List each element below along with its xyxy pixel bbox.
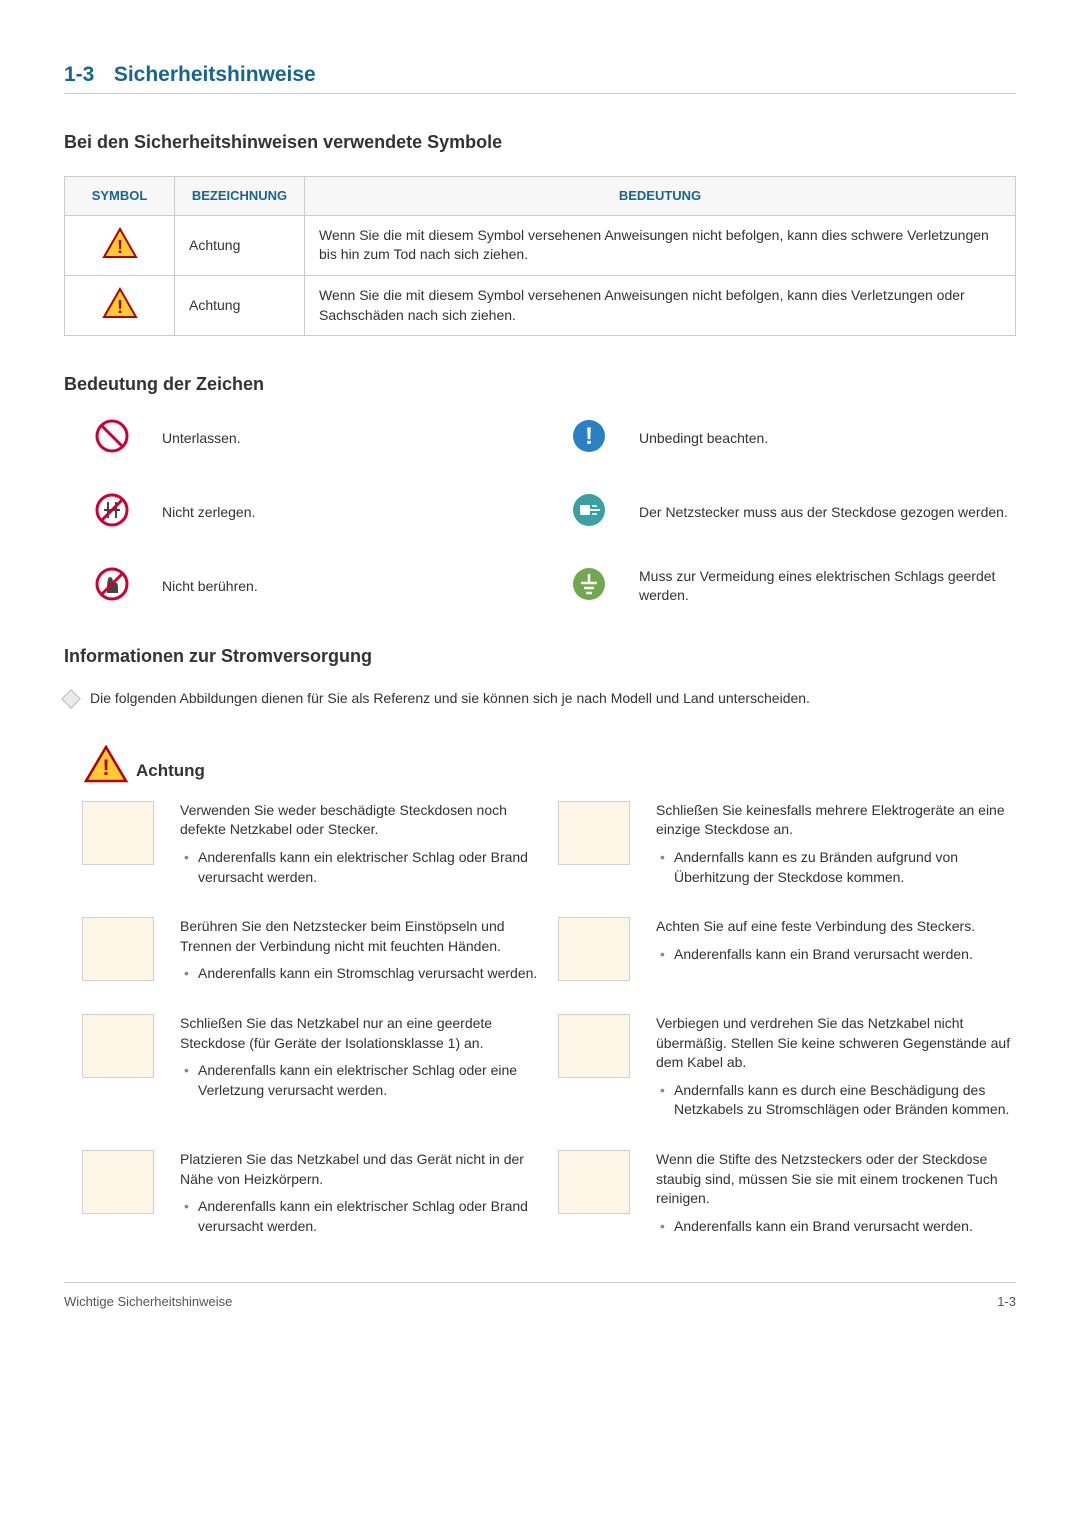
- unplug-icon: [559, 491, 619, 535]
- warning-triangle-icon: !: [65, 275, 175, 335]
- subheading-symbols: Bei den Sicherheitshinweisen verwendete …: [64, 130, 1016, 155]
- signs-grid: Unterlassen. ! Unbedingt beachten. Nicht…: [64, 417, 1016, 608]
- th-meaning: BEDEUTUNG: [305, 176, 1016, 215]
- note-row: Die folgenden Abbildungen dienen für Sie…: [64, 689, 1016, 709]
- attention-icon: !: [559, 417, 619, 461]
- svg-text:!: !: [117, 297, 123, 317]
- no-disassemble-icon: [82, 491, 142, 535]
- illustration-icon: [558, 801, 630, 865]
- row1-meaning: Wenn Sie die mit diesem Symbol versehene…: [305, 215, 1016, 275]
- th-name: BEZEICHNUNG: [175, 176, 305, 215]
- th-symbol: SYMBOL: [65, 176, 175, 215]
- sign-text: Unbedingt beachten.: [639, 429, 1016, 449]
- power-item: Achten Sie auf eine feste Verbindung des…: [656, 917, 1016, 970]
- note-icon: [61, 689, 81, 709]
- power-item: Schließen Sie keinesfalls mehrere Elektr…: [656, 801, 1016, 893]
- power-item: Verwenden Sie weder beschädigte Steckdos…: [180, 801, 540, 893]
- no-touch-icon: [82, 565, 142, 609]
- power-grid: Verwenden Sie weder beschädigte Steckdos…: [64, 801, 1016, 1243]
- power-item: Berühren Sie den Netzstecker beim Einstö…: [180, 917, 540, 990]
- title-divider: [64, 93, 1016, 94]
- power-item: Wenn die Stifte des Netzsteckers oder de…: [656, 1150, 1016, 1242]
- section-title: Sicherheitshinweise: [114, 63, 316, 86]
- illustration-icon: [82, 1014, 154, 1078]
- power-item: Schließen Sie das Netzkabel nur an eine …: [180, 1014, 540, 1106]
- symbol-table: SYMBOL BEZEICHNUNG BEDEUTUNG ! Achtung W…: [64, 176, 1016, 337]
- table-row: ! Achtung Wenn Sie die mit diesem Symbol…: [65, 215, 1016, 275]
- power-item: Verbiegen und verdrehen Sie das Netzkabe…: [656, 1014, 1016, 1126]
- note-text: Die folgenden Abbildungen dienen für Sie…: [90, 689, 810, 709]
- sign-text: Muss zur Vermeidung eines elektrischen S…: [639, 567, 1016, 606]
- row1-name: Achtung: [175, 215, 305, 275]
- prohibit-icon: [82, 417, 142, 461]
- achtung-header: ! Achtung: [64, 745, 1016, 783]
- illustration-icon: [558, 917, 630, 981]
- svg-text:!: !: [102, 755, 109, 780]
- svg-text:!: !: [585, 423, 593, 450]
- illustration-icon: [82, 801, 154, 865]
- ground-icon: [559, 565, 619, 609]
- warning-triangle-icon: !: [65, 215, 175, 275]
- section-number: 1-3: [64, 63, 94, 86]
- power-item: Platzieren Sie das Netzkabel und das Ger…: [180, 1150, 540, 1242]
- sign-text: Nicht zerlegen.: [162, 503, 539, 523]
- subheading-signs: Bedeutung der Zeichen: [64, 372, 1016, 397]
- achtung-label: Achtung: [136, 759, 205, 783]
- subheading-power: Informationen zur Stromversorgung: [64, 644, 1016, 669]
- illustration-icon: [558, 1014, 630, 1078]
- svg-text:!: !: [117, 237, 123, 257]
- sign-text: Der Netzstecker muss aus der Steckdose g…: [639, 503, 1016, 523]
- sign-text: Nicht berühren.: [162, 577, 539, 597]
- page-header: 1-3 Sicherheitshinweise: [64, 60, 1016, 94]
- footer-right: 1-3: [997, 1293, 1016, 1311]
- illustration-icon: [558, 1150, 630, 1214]
- footer-left: Wichtige Sicherheitshinweise: [64, 1293, 232, 1311]
- sign-text: Unterlassen.: [162, 429, 539, 449]
- table-row: ! Achtung Wenn Sie die mit diesem Symbol…: [65, 275, 1016, 335]
- illustration-icon: [82, 917, 154, 981]
- illustration-icon: [82, 1150, 154, 1214]
- page-footer: Wichtige Sicherheitshinweise 1-3: [64, 1282, 1016, 1311]
- warning-triangle-icon: !: [84, 745, 128, 783]
- row2-name: Achtung: [175, 275, 305, 335]
- row2-meaning: Wenn Sie die mit diesem Symbol versehene…: [305, 275, 1016, 335]
